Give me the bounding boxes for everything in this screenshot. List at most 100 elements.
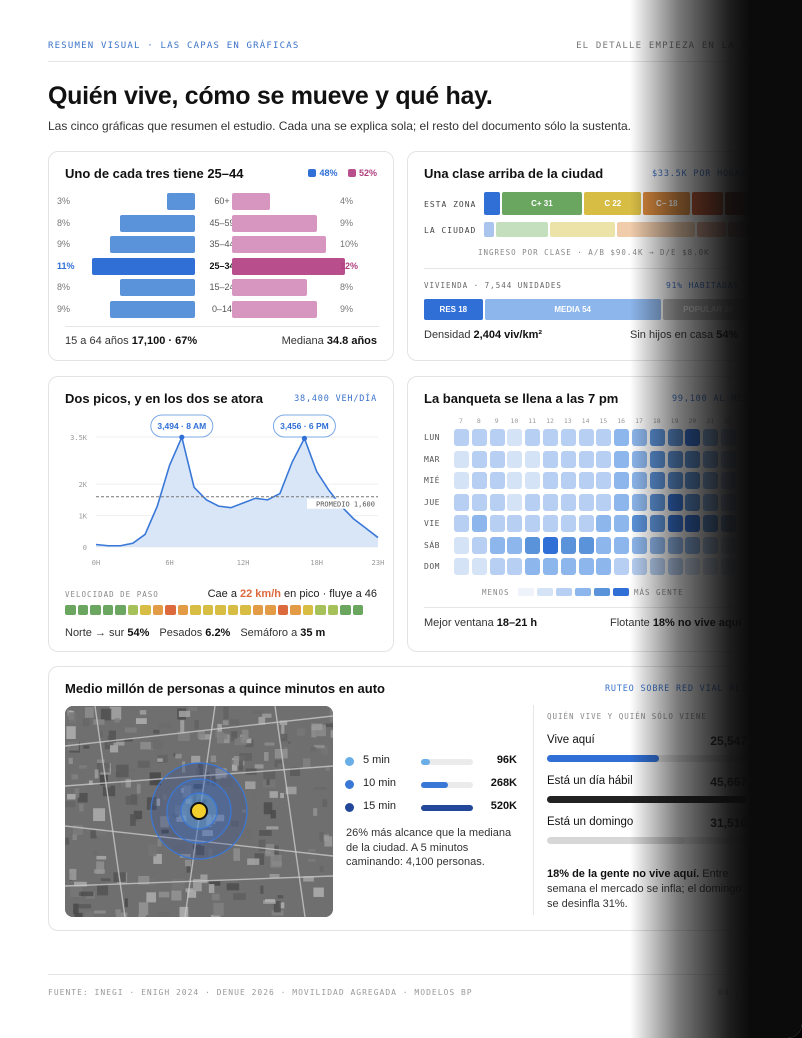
housing-label: VIVIENDA · 7,544 UNIDADES bbox=[424, 281, 562, 290]
map-block bbox=[77, 792, 88, 803]
speed-cell bbox=[152, 605, 163, 615]
map-block bbox=[173, 844, 185, 850]
zone-class-segment: C 22 bbox=[584, 192, 642, 215]
map-block bbox=[264, 752, 269, 761]
household-income: $33.5K POR HOGAR bbox=[652, 169, 747, 179]
map-block bbox=[311, 726, 317, 738]
map-block bbox=[239, 753, 253, 761]
map-block bbox=[131, 771, 145, 785]
heatmap-cell bbox=[471, 493, 487, 511]
legend-less: MENOS bbox=[482, 588, 510, 597]
map-block bbox=[213, 814, 225, 822]
map-block bbox=[160, 816, 169, 828]
heatmap-cell bbox=[489, 429, 505, 446]
housing-occupancy: 91% HABITADAS bbox=[666, 281, 740, 290]
footer-value: 34.8 años bbox=[326, 335, 377, 347]
legend-fill bbox=[421, 759, 431, 765]
legend-value: 96K bbox=[496, 754, 517, 766]
map-block bbox=[202, 830, 213, 837]
pyramid-bar-left bbox=[110, 300, 195, 318]
pyramid-right-pct: 10% bbox=[340, 239, 359, 249]
map-block bbox=[157, 758, 163, 762]
heatmap-cell bbox=[543, 536, 558, 554]
map-block bbox=[130, 814, 136, 826]
map-street bbox=[274, 706, 306, 917]
map-block bbox=[104, 741, 111, 750]
map-block bbox=[88, 780, 93, 785]
map-block bbox=[68, 712, 77, 724]
heatmap-cell bbox=[685, 536, 701, 554]
footer-label: 15 a 64 años bbox=[65, 335, 129, 347]
legend-swatch bbox=[594, 588, 610, 596]
map-block bbox=[290, 767, 301, 777]
map-block bbox=[74, 912, 83, 917]
map-block bbox=[270, 810, 276, 819]
city-row-label: LA CIUDAD bbox=[424, 226, 477, 235]
class-card: Una clase arriba de la ciudad $33.5K POR… bbox=[407, 151, 768, 361]
density-value: 2,404 viv/km² bbox=[473, 329, 543, 341]
x-tick-label: 18H bbox=[310, 559, 323, 567]
pyramid-left-pct: 3% bbox=[57, 196, 71, 206]
bottom-rule bbox=[48, 974, 768, 975]
map-block bbox=[138, 914, 147, 917]
map-block bbox=[197, 730, 205, 739]
pyramid-row: 9% 35–44 10% bbox=[49, 236, 395, 254]
heatmap-cell bbox=[667, 558, 683, 575]
heatmap-cell bbox=[489, 515, 505, 532]
heatmap-day-label: VIE bbox=[424, 519, 440, 528]
y-tick-label: 1K bbox=[79, 513, 88, 521]
heatmap-cell bbox=[596, 536, 612, 554]
pyramid-bar-right bbox=[232, 214, 317, 232]
peak-dot bbox=[179, 434, 185, 440]
map-block bbox=[74, 881, 87, 887]
map-block bbox=[280, 733, 288, 742]
no-kids-value: 54% bbox=[716, 329, 739, 341]
map-block bbox=[78, 904, 92, 909]
zone-class-segment bbox=[725, 192, 754, 215]
speed-cell bbox=[302, 605, 313, 615]
map-block bbox=[269, 873, 280, 878]
resid-fill bbox=[547, 837, 685, 844]
pyramid-age-label: 15–24 bbox=[209, 282, 235, 292]
speed-summary: Cae a 22 km/h en pico · fluye a 46 bbox=[208, 588, 377, 600]
heatmap-cell bbox=[703, 515, 719, 532]
map-block bbox=[96, 759, 105, 764]
speed-cell bbox=[127, 605, 138, 615]
map-block bbox=[248, 861, 255, 875]
heatmap-cell bbox=[632, 450, 647, 468]
map-block bbox=[95, 828, 106, 836]
isochrone-title: Medio millón de personas a quince minuto… bbox=[65, 681, 385, 696]
map-block bbox=[231, 820, 239, 827]
heatmap-cell bbox=[596, 493, 612, 511]
map-block bbox=[187, 706, 198, 711]
pyramid-divider bbox=[65, 326, 379, 327]
best-window: Mejor ventana 18–21 h bbox=[424, 617, 537, 629]
heatmap-cell bbox=[649, 493, 665, 511]
map-block bbox=[182, 785, 192, 798]
heatmap-cell bbox=[667, 493, 683, 511]
map-block bbox=[185, 798, 192, 805]
map-block bbox=[102, 785, 116, 797]
map-block bbox=[78, 764, 87, 769]
map-block bbox=[136, 781, 141, 794]
heatmap-cell bbox=[578, 493, 594, 511]
map-block bbox=[280, 792, 284, 799]
map-block bbox=[247, 858, 260, 865]
map-block bbox=[266, 826, 279, 830]
map-block bbox=[206, 762, 215, 769]
heatmap-cell bbox=[560, 472, 576, 489]
speed-cell bbox=[240, 605, 251, 615]
map-block bbox=[80, 891, 94, 897]
map-block bbox=[79, 803, 84, 812]
pyramid-age-label: 0–14 bbox=[211, 303, 233, 314]
map-block bbox=[65, 801, 76, 808]
map-block bbox=[198, 799, 207, 803]
resid-note-bold: 18% de la gente no vive aquí. bbox=[547, 868, 700, 880]
resid-value: 25,547 bbox=[710, 734, 747, 748]
heatmap-cell bbox=[489, 536, 505, 554]
best-window-value: 18–21 h bbox=[496, 617, 538, 629]
heatmap-cell bbox=[667, 515, 683, 532]
heatmap-cell bbox=[614, 515, 630, 532]
resid-row: Está un día hábil 45,667 bbox=[547, 775, 747, 805]
pyramid-age-label: 35–44 bbox=[209, 239, 235, 249]
